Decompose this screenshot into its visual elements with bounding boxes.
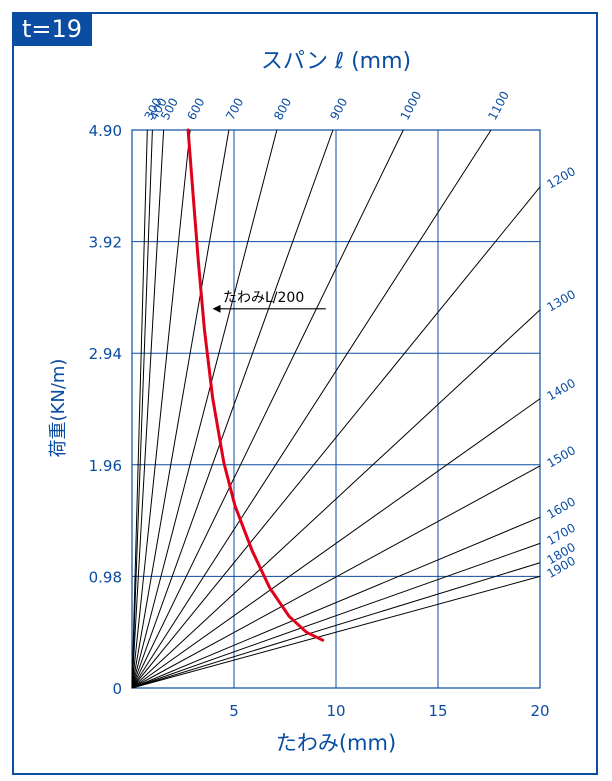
y-tick-label: 0 [112,680,122,698]
span-line [131,129,404,689]
span-line [131,129,492,689]
grid-layer [131,129,541,689]
span-line [131,129,165,689]
limit-curve [186,128,325,642]
x-tick-label: 10 [326,702,345,720]
span-line [131,129,191,689]
span-label: 800 [271,96,294,123]
span-label: 1100 [485,89,512,123]
axis-layer: 5 10 15 20 0 0.98 1.96 2.94 3.92 4.90 スパン ℓ (mm) たわ… [48,49,550,755]
span-line [131,129,334,689]
y-tick-label: 4.90 [89,122,122,140]
y-tick-label: 2.94 [89,345,122,363]
span-label: 1400 [545,376,578,403]
span-label: 600 [184,96,207,123]
span-line [131,542,541,689]
span-line [131,186,541,689]
span-line [131,129,153,689]
limit-curve-layer [186,128,325,642]
span-label: 700 [223,96,246,123]
span-line [131,129,230,689]
span-label: 1000 [398,89,425,123]
y-axis-title: 荷重(KN/m) [48,359,69,458]
y-tick-label: 1.96 [89,457,122,475]
span-label: 1300 [545,287,578,314]
span-label: 1500 [545,443,578,470]
span-line [131,575,541,689]
span-line [131,309,541,689]
annotation-layer: たわみL/200 [212,290,326,313]
y-tick-label: 0.98 [89,568,122,586]
chart-frame [12,12,598,775]
span-line [131,129,278,689]
span-line [131,129,148,689]
span-line [131,516,541,689]
span-label: 1200 [545,164,578,191]
span-line [131,562,541,689]
annotation-label: たわみL/200 [223,290,304,306]
x-tick-label: 20 [530,702,549,720]
x-tick-label: 5 [229,702,239,720]
x-tick-label: 15 [428,702,447,720]
chart-title: スパン ℓ (mm) [261,49,411,74]
span-line [131,465,541,689]
span-label: 900 [327,96,350,123]
x-axis-title: たわみ(mm) [276,731,396,755]
span-label: 1600 [545,494,578,521]
thickness-badge: t=19 [12,12,92,46]
span-line [131,398,541,689]
y-tick-label: 3.92 [89,234,122,252]
